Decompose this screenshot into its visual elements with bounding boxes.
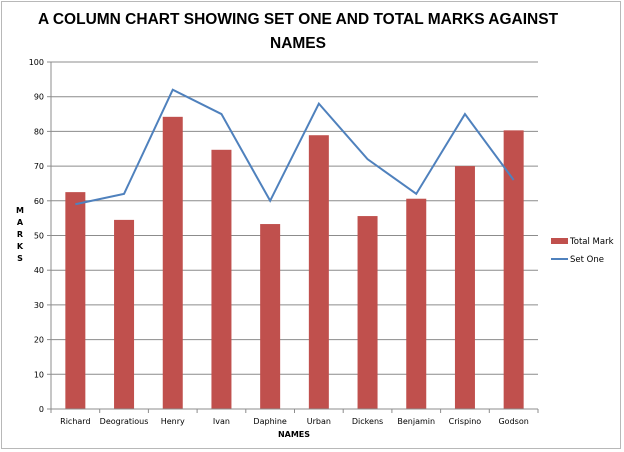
- legend-label-total-mark: Total Mark: [569, 237, 614, 247]
- y-tick-label: 40: [34, 266, 44, 275]
- bar-total-mark: [308, 135, 329, 410]
- chart-title-line-2: NAMES: [270, 35, 326, 52]
- bar-total-mark: [114, 219, 135, 409]
- bar-total-mark: [357, 216, 378, 409]
- x-tick-label: Urban: [307, 417, 331, 426]
- bar-total-mark: [406, 198, 427, 409]
- y-tick-label: 20: [34, 336, 44, 345]
- x-tick-label: Deogratious: [100, 417, 149, 426]
- y-tick-label: 100: [29, 58, 44, 67]
- y-tick-label: 80: [34, 127, 44, 136]
- y-tick-label: 70: [34, 162, 44, 171]
- x-tick-label: Dickens: [352, 417, 383, 426]
- y-axis-label-letter: A: [17, 218, 24, 227]
- bar-total-mark: [162, 116, 183, 410]
- x-tick-label: Henry: [161, 417, 185, 426]
- legend-label-set-one: Set One: [570, 255, 604, 265]
- line-set-one: [75, 88, 515, 206]
- bar-total-mark: [454, 166, 475, 409]
- chart-title-line-1: A COLUMN CHART SHOWING SET ONE AND TOTAL…: [38, 11, 559, 28]
- bar-total-mark: [211, 149, 232, 409]
- x-tick-label: Richard: [60, 417, 90, 426]
- bar-total-mark: [65, 192, 86, 409]
- y-tick-label: 30: [34, 301, 44, 310]
- y-tick-label: 60: [34, 197, 44, 206]
- bar-total-mark: [260, 224, 281, 409]
- legend: Total Mark Set One: [551, 237, 614, 265]
- y-axis-label-letter: K: [17, 242, 24, 251]
- x-tick-label: Ivan: [213, 417, 230, 426]
- y-axis-label-letter: M: [16, 206, 24, 215]
- y-tick-label: 50: [34, 232, 44, 241]
- bar-total-mark: [503, 130, 524, 409]
- y-axis-label-letter: R: [17, 230, 23, 239]
- y-tick-label: 0: [39, 405, 44, 414]
- x-tick-label: Crispino: [449, 417, 482, 426]
- x-tick-label: Benjamin: [397, 417, 435, 426]
- y-tick-label: 90: [34, 93, 44, 102]
- legend-swatch-total-mark: [551, 238, 568, 244]
- y-axis-label-letter: S: [17, 254, 23, 263]
- x-tick-label: Godson: [498, 417, 528, 426]
- x-tick-label: Daphine: [253, 417, 287, 426]
- y-tick-label: 10: [34, 370, 44, 379]
- x-axis-label: NAMES: [278, 430, 310, 439]
